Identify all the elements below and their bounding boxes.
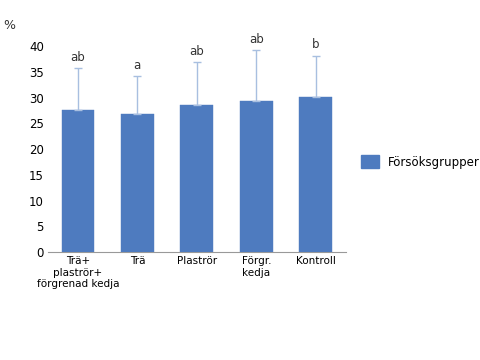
Text: a: a xyxy=(134,59,141,72)
Text: %: % xyxy=(3,19,15,32)
Bar xyxy=(61,109,94,252)
Legend: Försöksgrupper: Försöksgrupper xyxy=(361,156,480,168)
Bar xyxy=(121,114,154,252)
Text: ab: ab xyxy=(190,45,204,58)
Text: ab: ab xyxy=(71,51,85,64)
Text: ab: ab xyxy=(249,33,264,46)
Bar xyxy=(240,101,273,252)
Text: b: b xyxy=(312,39,320,51)
Bar xyxy=(300,97,332,252)
Bar xyxy=(180,105,213,252)
